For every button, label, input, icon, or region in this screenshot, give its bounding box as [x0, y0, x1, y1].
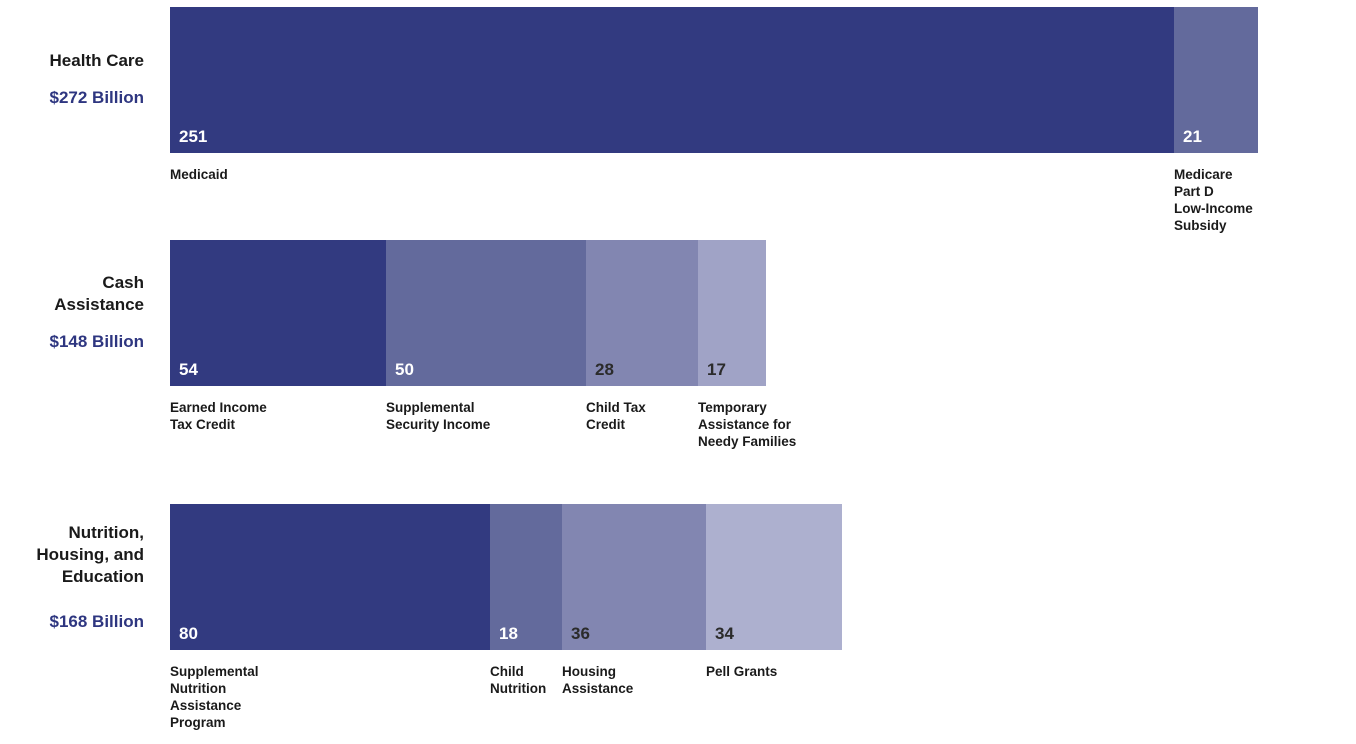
bar-segment: 17 — [698, 240, 766, 386]
bar-segment: 34 — [706, 504, 842, 650]
bar-segment: 50 — [386, 240, 586, 386]
group-title: Nutrition, Housing, and Education — [36, 523, 144, 586]
segment-value-label: 54 — [179, 360, 198, 379]
segment-label: Earned Income Tax Credit — [170, 400, 267, 432]
segment-label: Child Nutrition — [490, 664, 547, 696]
segment-value-label: 28 — [595, 360, 614, 379]
bar-segment: 28 — [586, 240, 698, 386]
bar-segment: 36 — [562, 504, 706, 650]
segment-label: Supplemental Security Income — [386, 400, 491, 432]
bar-segment: 21 — [1174, 7, 1258, 153]
segment-value-label: 18 — [499, 624, 518, 643]
segment-value-label: 34 — [715, 624, 734, 643]
segment-value-label: 21 — [1183, 127, 1202, 146]
segment-label: Medicaid — [170, 167, 228, 182]
segment-value-label: 251 — [179, 127, 208, 146]
group-total: $148 Billion — [49, 332, 144, 351]
segment-label: Medicare Part D Low-Income Subsidy — [1174, 167, 1253, 233]
bar-segment: 18 — [490, 504, 562, 650]
segment-value-label: 36 — [571, 624, 590, 643]
segment-label: Pell Grants — [706, 664, 778, 679]
segment-value-label: 17 — [707, 360, 726, 379]
bar-segment: 54 — [170, 240, 386, 386]
bar-segment: 80 — [170, 504, 490, 650]
bar-segment: 251 — [170, 7, 1174, 153]
segment-label: Housing Assistance — [562, 664, 634, 696]
group-total: $272 Billion — [49, 88, 144, 107]
segment-label: Supplemental Nutrition Assistance Progra… — [170, 664, 259, 730]
group-title: Health Care — [49, 51, 144, 70]
segment-label: Temporary Assistance for Needy Families — [698, 400, 797, 449]
segment-value-label: 50 — [395, 360, 414, 379]
group-title: Cash Assistance — [54, 273, 144, 314]
segment-label: Child Tax Credit — [586, 400, 646, 432]
segment-value-label: 80 — [179, 624, 198, 643]
group-total: $168 Billion — [49, 612, 144, 631]
